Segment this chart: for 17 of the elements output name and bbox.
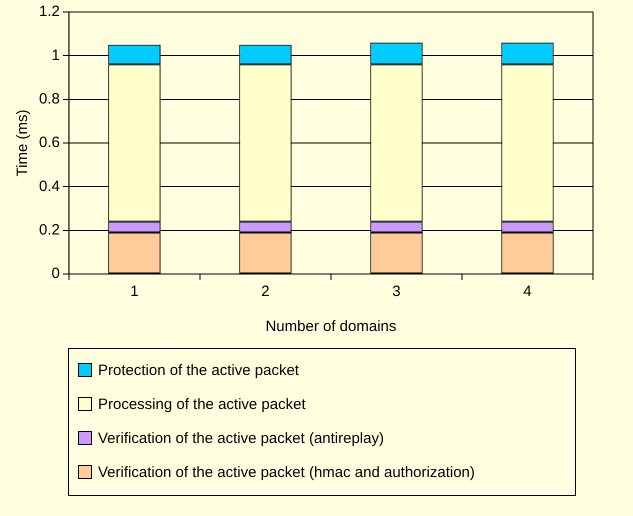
x-tick-label: 1 [130, 283, 139, 300]
legend-label: Protection of the active packet [98, 362, 299, 378]
x-tick-label: 2 [261, 283, 270, 300]
x-axis-title: Number of domains [265, 318, 396, 336]
legend-label: Processing of the active packet [98, 396, 306, 412]
y-tick-label: 1.2 [38, 3, 60, 20]
y-axis-title: Time (ms) [14, 110, 32, 176]
y-tick-label: 1 [52, 46, 60, 64]
y-tick-label: 0.2 [38, 221, 60, 238]
y-tick-label: 0 [52, 265, 60, 282]
x-tick-label: 3 [392, 283, 401, 300]
legend-label: Verification of the active packet (hmac and authorization) [98, 464, 475, 480]
y-tick-label: 0.4 [38, 178, 60, 195]
y-tick-label: 0.6 [38, 134, 60, 152]
x-tick-label: 4 [523, 283, 532, 300]
legend-label: Verification of the active packet (antireplay) [98, 430, 384, 446]
y-tick-label: 0.8 [38, 90, 60, 108]
